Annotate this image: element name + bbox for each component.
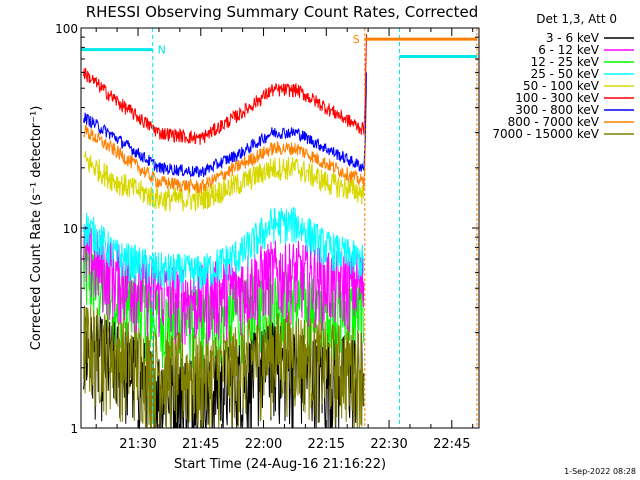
legend-header: Det 1,3, Att 0 [536,12,617,26]
legend-label: 6 - 12 keV [538,43,600,57]
series-line-3-6-kev [83,315,365,430]
legend-label: 12 - 25 keV [531,55,600,69]
legend-label: 300 - 800 keV [515,103,599,117]
legend-label: 7000 - 15000 keV [492,127,599,141]
x-tick-label: 21:45 [182,437,219,452]
series-line-50-100-kev [83,150,365,212]
x-tick-label: 22:45 [433,437,470,452]
y-tick-label: 1 [70,422,78,436]
legend-label: 50 - 100 keV [523,79,600,93]
axes: 1 10 100 21:30 21:45 22:00 22:15 22:30 22:45 [55,22,479,452]
x-tick-label: 22:30 [370,437,407,452]
timestamp: 1-Sep-2022 08:28 [564,467,636,476]
legend-label: 3 - 6 keV [546,31,600,45]
x-tick-label: 22:00 [245,437,282,452]
y-axis-label: Corrected Count Rate (s⁻¹ detector⁻¹) [29,106,44,351]
legend-label: 25 - 50 keV [531,67,600,81]
x-tick-label: 22:15 [308,437,345,452]
flag-label: N [158,44,166,57]
x-axis-label: Start Time (24-Aug-16 21:16:22) [174,457,386,472]
chart-title: RHESSI Observing Summary Count Rates, Co… [86,3,479,21]
y-tick-label: 10 [63,222,78,236]
plot-series-group [83,34,367,430]
series-line-800-7000-kev [83,86,367,194]
series-line-7000-15000-kev [83,305,365,429]
legend-label: 800 - 7000 keV [508,115,600,129]
legend-label: 100 - 300 keV [515,91,599,105]
series-line-100-300-kev [83,34,367,145]
series-line-25-50-kev [83,206,365,293]
x-tick-label: 21:30 [119,437,156,452]
series-line-300-800-kev [83,72,367,178]
y-tick-label: 100 [55,22,78,36]
flag-label: S [353,33,360,46]
